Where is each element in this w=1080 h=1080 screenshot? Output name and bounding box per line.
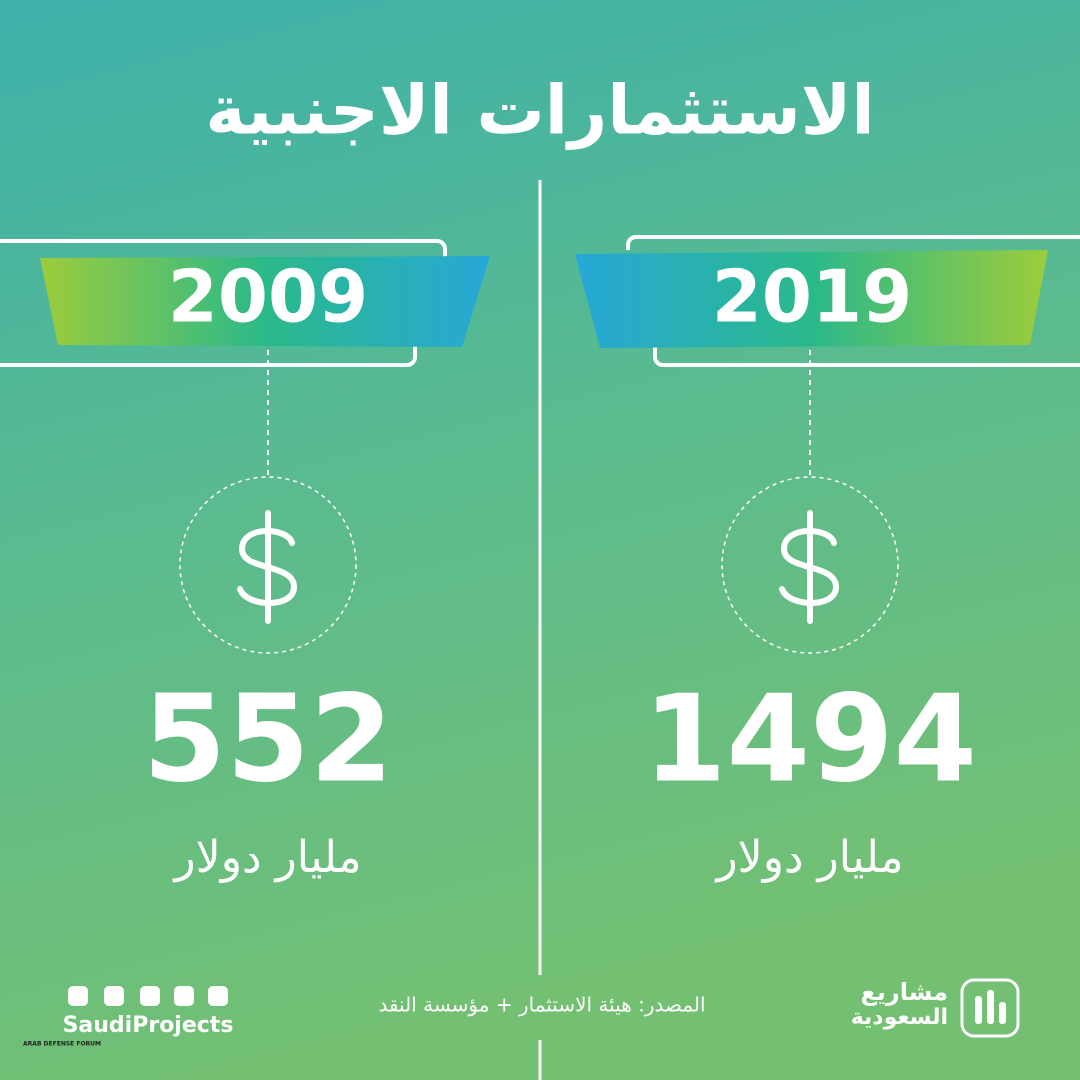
frame xyxy=(626,235,1080,367)
source: المصدر: هيئة الاستثمار + مؤسسة النقد xyxy=(378,993,705,1017)
brand: السعودية xyxy=(851,1005,948,1030)
brand-logo xyxy=(960,978,1020,1038)
frame xyxy=(0,239,447,367)
brand: مشاريع xyxy=(860,978,948,1006)
ribbon xyxy=(575,250,1048,348)
year: 2009 xyxy=(168,255,368,339)
unit: مليار دولار xyxy=(714,832,903,883)
value: 552 xyxy=(143,671,394,810)
title: الاستثمارات الاجنبية xyxy=(205,72,874,151)
watermark: ARAB DEFENSE FORUM xyxy=(23,1041,101,1048)
handle: SaudiProjects xyxy=(63,1013,234,1038)
brand-logo-bars xyxy=(975,990,1006,1024)
value: 1494 xyxy=(643,671,977,810)
dollar-icon xyxy=(779,510,840,624)
ribbon xyxy=(40,256,490,347)
dollar-icon xyxy=(237,510,298,624)
unit: مليار دولار xyxy=(172,832,361,883)
social-icons xyxy=(68,986,228,1006)
icon-circle xyxy=(179,476,357,654)
year: 2019 xyxy=(712,255,912,339)
icon-circle xyxy=(721,476,899,654)
